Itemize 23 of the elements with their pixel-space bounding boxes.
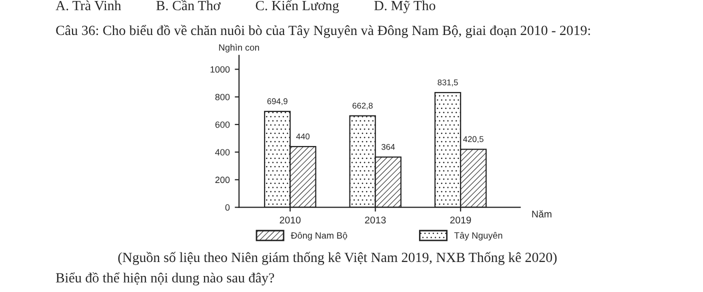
data-label: 662,8 bbox=[352, 102, 373, 110]
data-label: 440 bbox=[296, 133, 310, 140]
y-tick-label: 600 bbox=[215, 121, 230, 128]
legend-label: Tây Nguyên bbox=[454, 232, 502, 240]
text: (Nguồn số liệu theo Niên giám thống kê Việt Nam 2019, NXB Thống kê 2020) bbox=[118, 252, 557, 265]
y-tick-label: 200 bbox=[215, 176, 230, 184]
x-tick-label: 2013 bbox=[365, 216, 386, 224]
x-tick-label: 2010 bbox=[280, 216, 301, 224]
x-tick-label: 2019 bbox=[450, 216, 471, 224]
text: A. Trà Vinh B. Cần Thơ C. Kiến Lương D. Mỹ Tho bbox=[56, 0, 436, 14]
text: Biểu đồ thể hiện nội dung nào sau đây? bbox=[56, 272, 274, 286]
y-axis-title: Nghìn con bbox=[219, 44, 260, 52]
y-tick-label: 400 bbox=[215, 149, 230, 156]
chart-title: Câu 36: Cho biểu đồ về chăn nuôi bò của Tây Nguyên và Đông Nam Bộ, giai đoạn 2010 - 2019: bbox=[56, 24, 590, 38]
data-label: 694,9 bbox=[267, 98, 288, 106]
x-axis-title: Năm bbox=[532, 210, 552, 218]
legend-label: Đông Nam Bộ bbox=[290, 232, 348, 240]
data-label: 420,5 bbox=[463, 136, 484, 144]
y-tick-label: 800 bbox=[215, 94, 230, 100]
y-tick-label: 0 bbox=[225, 204, 230, 211]
data-label: 831,5 bbox=[438, 79, 458, 86]
data-label: 364 bbox=[382, 144, 395, 150]
y-tick-label: 1000 bbox=[210, 66, 230, 73]
